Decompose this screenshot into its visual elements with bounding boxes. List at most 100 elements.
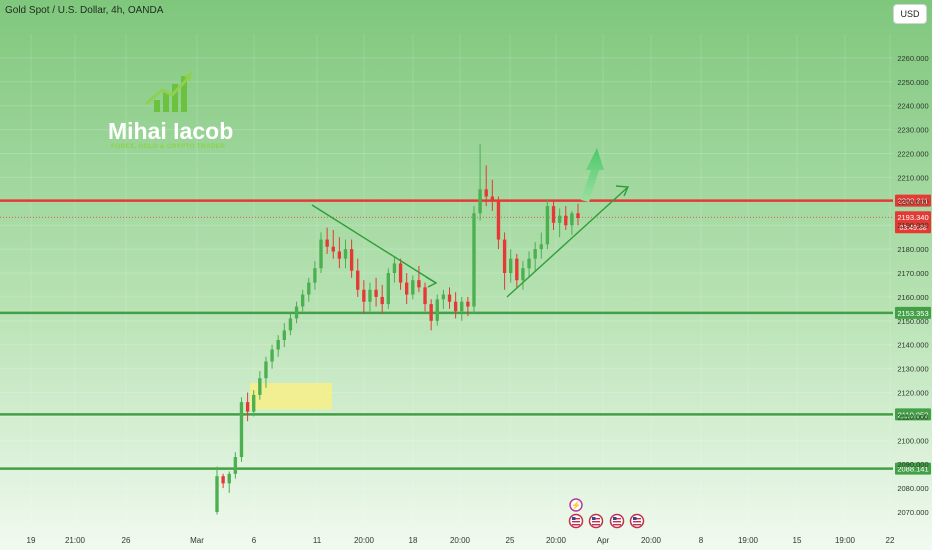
candle-countdown: 03:49:38	[899, 225, 926, 232]
candle-body	[453, 301, 458, 312]
current-price-tag	[895, 211, 931, 234]
candle-body	[331, 246, 335, 252]
economic-events: ⚡	[568, 498, 645, 529]
candle-body	[233, 457, 238, 474]
x-tick-label: 22	[886, 536, 895, 545]
x-tick-label: 20:00	[641, 536, 662, 545]
candle-body	[313, 268, 317, 283]
logo-emblem	[145, 72, 192, 112]
y-tick-label: 2250.000	[897, 78, 928, 87]
candle-body	[264, 361, 268, 379]
candle-body	[270, 349, 274, 362]
candle-body	[527, 258, 531, 269]
x-tick-label: 25	[506, 536, 515, 545]
level-price-tag	[895, 462, 931, 475]
y-tick-label: 2100.000	[897, 436, 928, 445]
candle-body	[509, 258, 513, 274]
x-tick-label: 18	[409, 536, 418, 545]
y-tick-label: 2140.000	[897, 341, 928, 350]
x-tick-label: 20:00	[354, 536, 375, 545]
trendline-arrowhead	[425, 276, 438, 288]
x-tick-label: 15	[793, 536, 802, 545]
x-tick-label: Apr	[597, 536, 610, 545]
y-tick-label: 2160.000	[897, 293, 928, 302]
x-tick-label: 19	[27, 536, 36, 545]
level-price-label: 2110.853	[898, 410, 929, 419]
candle-body	[319, 239, 323, 269]
candle-body	[539, 244, 543, 250]
candle-body	[307, 282, 311, 295]
level-price-tag	[895, 306, 931, 319]
ascending-arrowhead	[615, 185, 630, 197]
level-price-tag	[895, 194, 931, 207]
candle-body	[282, 330, 286, 340]
y-tick-label: 2120.000	[897, 389, 928, 398]
currency-button[interactable]: USD	[893, 4, 927, 24]
candle-body	[245, 402, 250, 412]
candle-body	[515, 258, 519, 281]
candle-body	[288, 318, 293, 331]
candle-body	[356, 270, 360, 290]
candle-body	[460, 301, 464, 312]
logo-bar	[163, 92, 169, 112]
y-tick-label: 2180.000	[897, 245, 928, 254]
candle-body	[478, 189, 482, 214]
candle-body	[472, 213, 476, 307]
candle-body	[447, 294, 452, 302]
logo-name: Mihai Iacob	[108, 118, 234, 144]
candle-body	[551, 206, 556, 223]
candle-body	[252, 394, 256, 412]
level-price-label: 2088.141	[897, 465, 928, 474]
candle-body	[423, 287, 427, 305]
candles	[215, 143, 580, 515]
level-price-label: 2153.353	[897, 309, 928, 318]
candle-body	[294, 306, 299, 319]
candle-body	[362, 289, 366, 302]
candle-body	[557, 215, 562, 223]
candle-body	[325, 239, 329, 247]
candle-body	[337, 251, 342, 259]
x-tick-label: 19:00	[835, 536, 856, 545]
x-tick-label: 8	[699, 536, 704, 545]
trend-drawings	[311, 148, 630, 298]
y-tick-label: 2110.000	[898, 412, 929, 421]
candle-body	[411, 280, 415, 295]
candle-body	[441, 294, 446, 300]
candle-body	[368, 289, 372, 302]
x-tick-label: 20:00	[450, 536, 471, 545]
candle-body	[258, 378, 262, 395]
candle-body	[466, 301, 470, 307]
y-tick-label: 2220.000	[897, 150, 928, 159]
y-tick-label: 2260.000	[897, 54, 928, 63]
candle-body	[300, 294, 305, 307]
y-tick-label: 2090.000	[897, 460, 928, 469]
chart-title: Gold Spot / U.S. Dollar, 4h, OANDA	[5, 5, 164, 16]
price-axis: 2260.000 2250.000 2240.000 2230.000 2220.000…	[897, 54, 928, 517]
horizontal-levels: 2200.311 2153.353 2110.853 2088.141 2193.340…	[0, 194, 931, 475]
candle-body	[570, 213, 574, 226]
logo-arrowhead	[184, 72, 192, 82]
demand-zone	[250, 382, 332, 410]
candle-body	[490, 196, 495, 202]
y-tick-label: 2130.000	[897, 365, 928, 374]
x-tick-label: 20:00	[546, 536, 567, 545]
candle-body	[276, 339, 280, 350]
candle-body	[374, 289, 378, 297]
candle-body	[417, 280, 421, 288]
candle-body	[349, 249, 354, 271]
candle-body	[392, 263, 397, 274]
logo-tagline: FOREX, GOLD & CRYPTO TRADER	[111, 143, 226, 150]
demand-zone-layer	[250, 382, 332, 410]
candle-body	[239, 402, 244, 458]
lightning-glyph: ⚡	[571, 500, 581, 510]
candle-body	[484, 189, 488, 197]
x-tick-label: 21:00	[65, 536, 86, 545]
ascending-trendline	[506, 186, 629, 298]
candle-body	[386, 273, 391, 305]
candle-body	[380, 296, 384, 305]
logo-bar	[154, 100, 160, 112]
logo-bar	[181, 76, 187, 112]
